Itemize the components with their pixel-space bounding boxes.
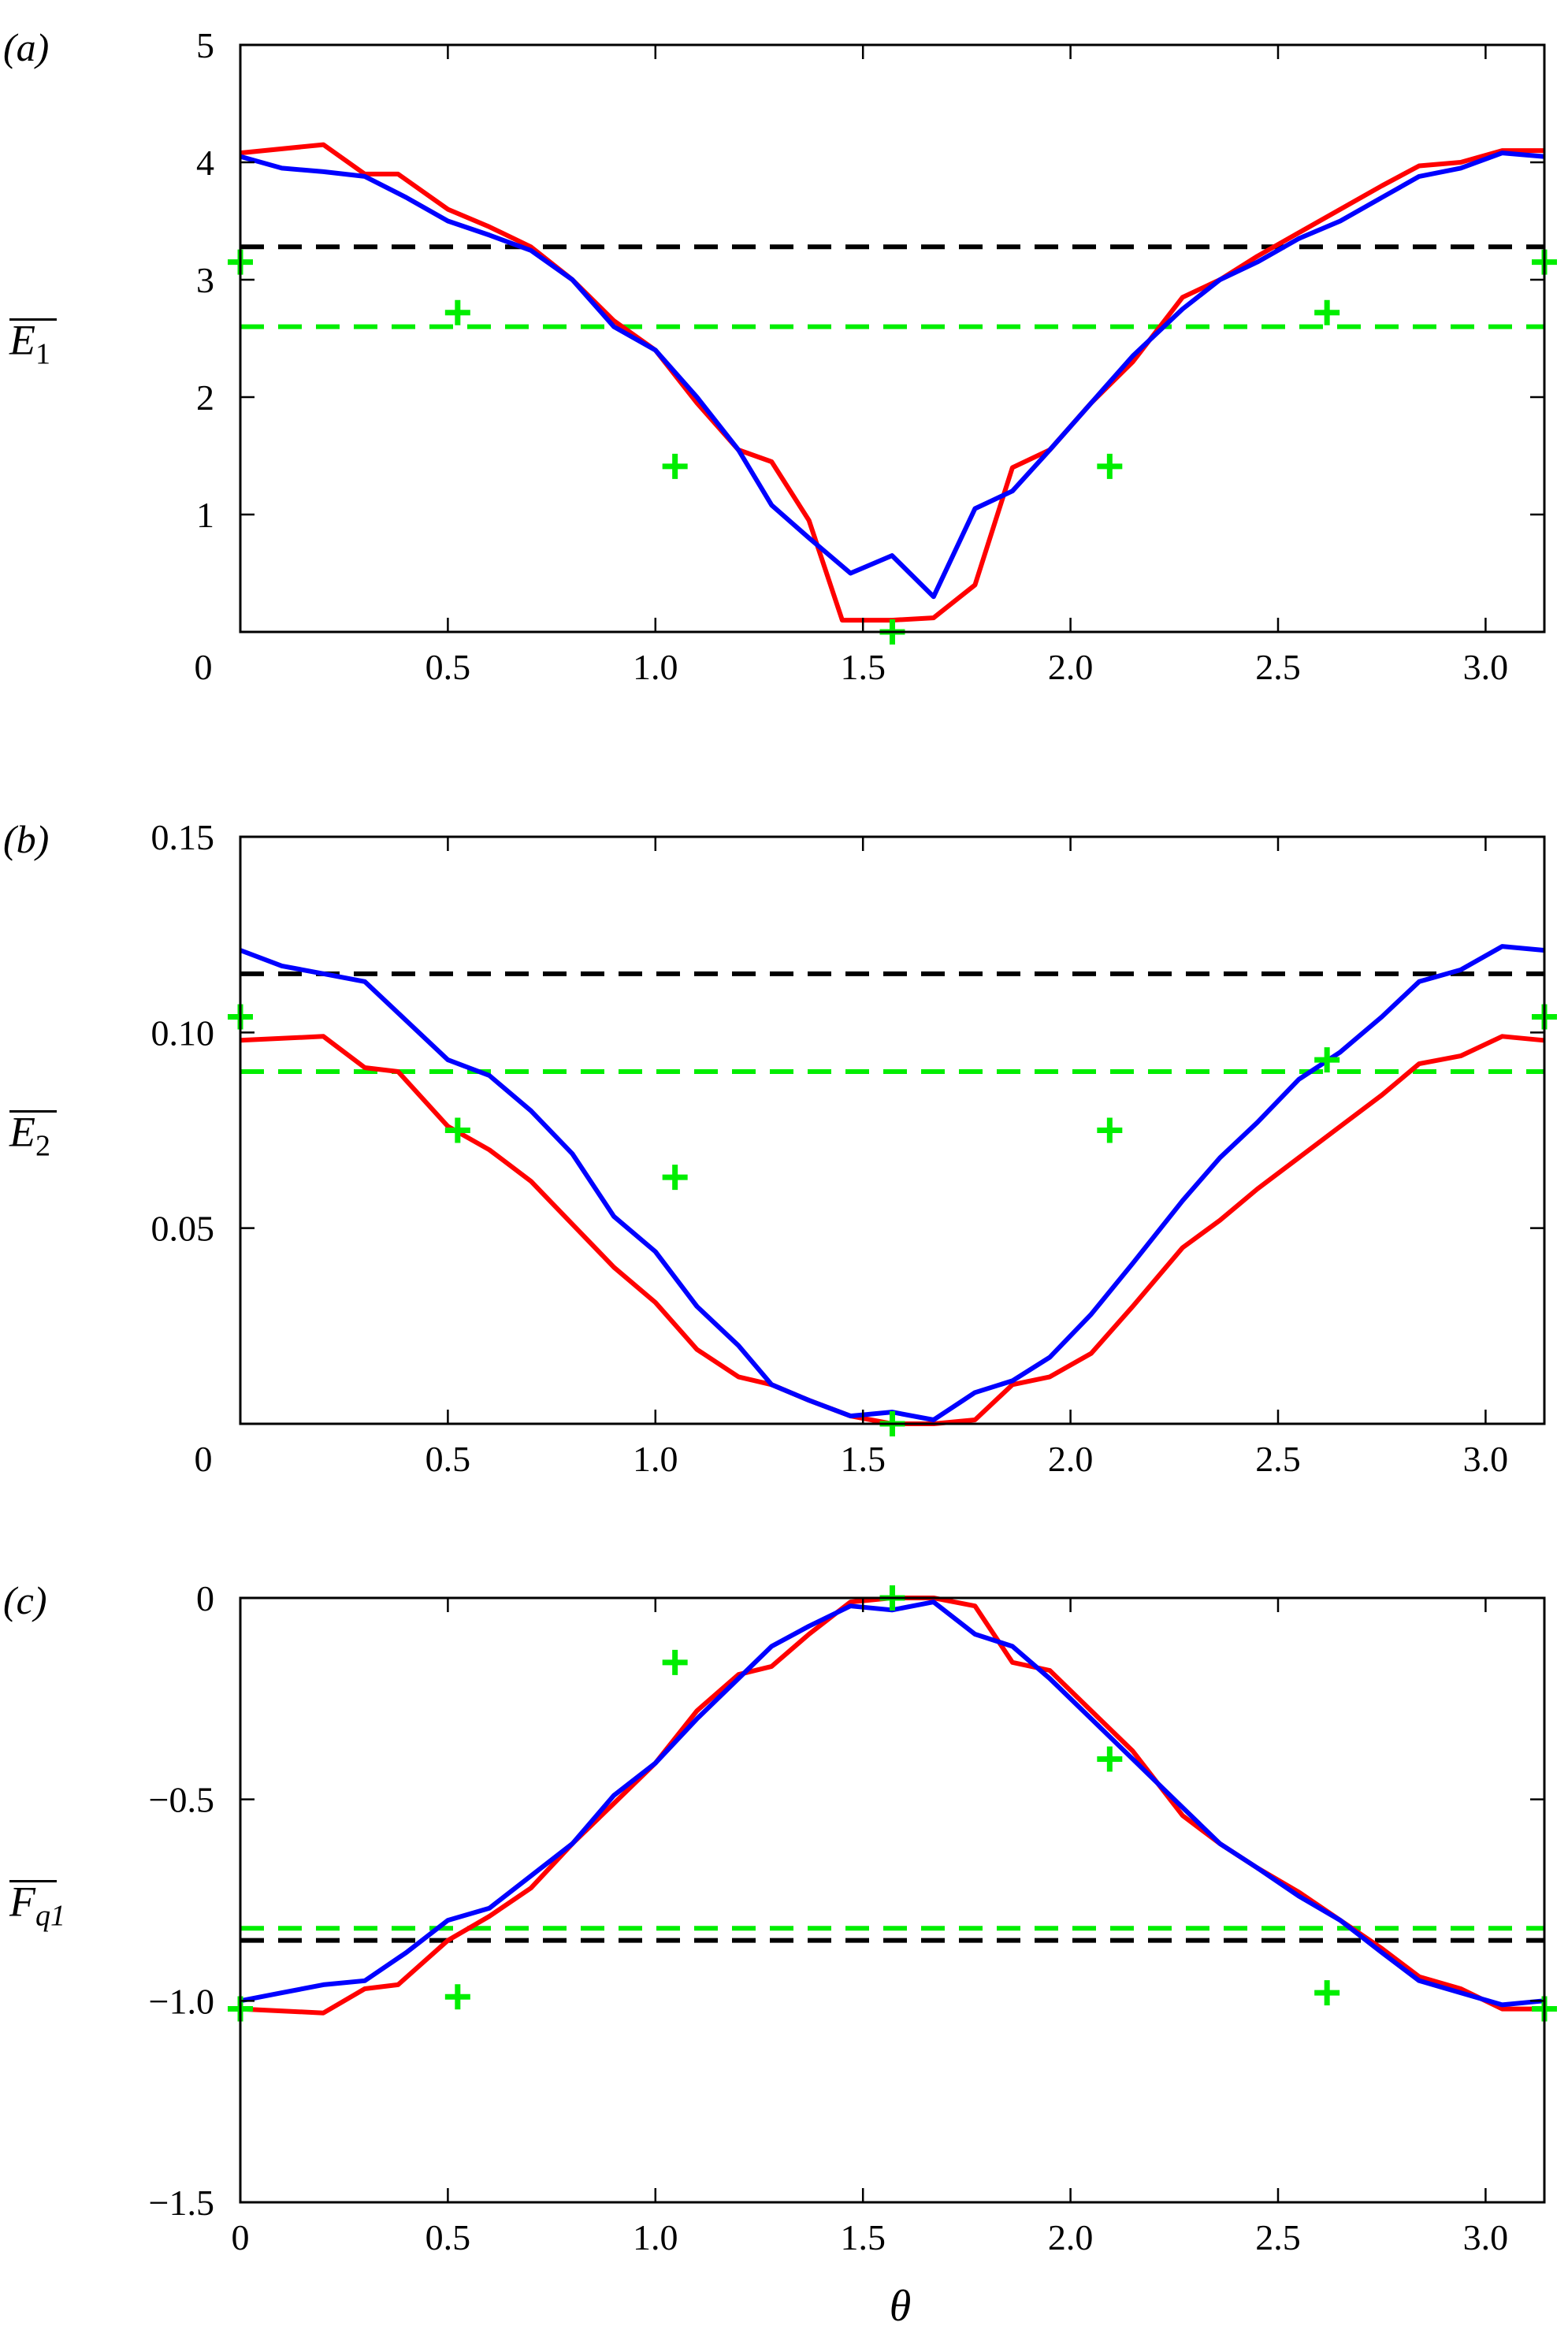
x-tick-label: 1.5 [840,1439,886,1479]
plus-marker [662,1649,688,1675]
y-tick-label: 5 [196,25,214,65]
panel-label: (a) [3,25,49,69]
y-tick-label: 0 [196,1578,214,1618]
blue-series-line [240,1600,1544,2008]
plus-marker [662,1165,688,1191]
y-tick-label: 4 [196,143,214,183]
y-axis-label-subscript: 2 [35,1130,50,1163]
x-tick-label: 2.0 [1048,647,1094,687]
plus-marker [1097,1117,1123,1143]
x-tick-label: 0 [195,1439,213,1479]
y-axis-label: E1 [9,317,50,371]
panel-3: 0 0.5 1.0 1.5 2.0 2.5 3.0 −1.5 −1.0 −0.5 0 (c) Fq1 θ [3,1578,1557,2331]
y-axis-label: E2 [9,1109,50,1163]
x-tick-label: 1.5 [840,647,886,687]
y-tick-label: 0.05 [151,1209,215,1249]
red-series-line [240,1034,1544,1426]
x-tick-label: 2.5 [1255,2217,1301,2257]
y-tick-label: 1 [196,495,214,535]
red-series-line [240,1596,1544,2016]
plus-marker [662,453,688,479]
x-tick-label: 0 [232,2217,250,2257]
y-axis-label: Fq1 [9,1878,65,1933]
plus-marker [1097,1746,1123,1772]
y-tick-label: 2 [196,377,214,418]
red-series-line [240,142,1544,623]
x-tick-label: 3.0 [1463,1439,1509,1479]
x-tick-label: 0.5 [425,1439,471,1479]
x-tick-label: 3.0 [1463,2217,1509,2257]
x-tick-label: 1.0 [633,2217,678,2257]
y-tick-label: 3 [196,260,214,300]
blue-series-line [240,150,1544,600]
x-tick-label: 0 [195,647,213,687]
x-tick-label: 2.0 [1048,2217,1094,2257]
x-tick-label: 0.5 [425,2217,471,2257]
x-tick-label: 1.0 [633,1439,678,1479]
y-axis-label-subscript: 1 [35,338,50,371]
plus-marker [1314,299,1340,325]
y-tick-label: 0.15 [151,817,215,857]
axes-frame [239,835,1546,1425]
x-tick-label: 2.5 [1255,1439,1301,1479]
panel-2: 0 0.5 1.0 1.5 2.0 2.5 3.0 0.05 0.10 0.15 (b) E2 [3,817,1557,1479]
plus-marker [444,299,470,325]
x-tick-label: 2.5 [1255,647,1301,687]
x-tick-label: 2.0 [1048,1439,1094,1479]
blue-series-line [239,944,1544,1422]
plus-marker [1314,1980,1340,2006]
x-tick-label: 3.0 [1463,647,1509,687]
plus-marker [444,1984,470,2010]
y-tick-label: −1.0 [149,1981,214,2021]
plus-marker [1097,453,1123,479]
axes-frame [239,1596,1546,2204]
plus-marker [1314,1047,1340,1073]
y-tick-label: −1.5 [149,2183,214,2223]
x-axis-label: θ [890,2282,912,2331]
panel-label: (c) [3,1578,47,1622]
y-tick-label: 0.10 [151,1013,215,1053]
plus-marker [444,1117,470,1143]
axes-frame [239,43,1546,634]
y-axis-label-subscript: q1 [35,1900,65,1933]
x-tick-label: 0.5 [425,647,471,687]
y-tick-label: −0.5 [149,1780,214,1820]
panel-label: (b) [3,817,49,861]
y-axis-label-symbol: E [9,317,35,364]
x-tick-label: 1.5 [840,2217,886,2257]
y-axis-label-symbol: F [9,1878,36,1926]
x-tick-label: 1.0 [633,647,678,687]
y-axis-label-symbol: E [9,1109,35,1156]
